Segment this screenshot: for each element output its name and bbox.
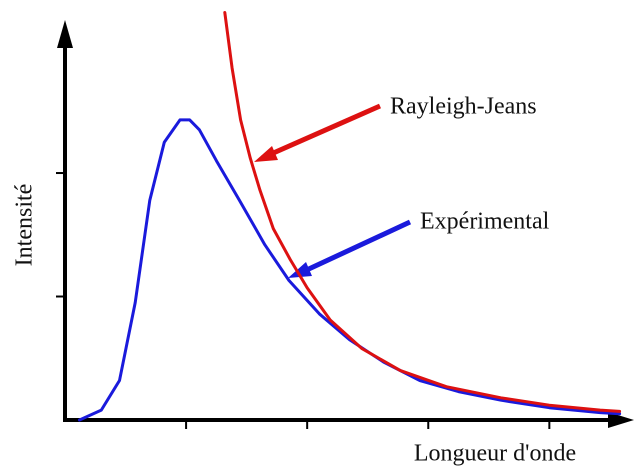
exp-arrow bbox=[296, 219, 412, 277]
rj-label: Rayleigh-Jeans bbox=[390, 94, 537, 120]
exp-arrow-head bbox=[288, 262, 312, 278]
curve bbox=[78, 118, 622, 422]
rj-arrow bbox=[260, 103, 382, 161]
exp-label: Expérimental bbox=[420, 209, 550, 235]
rj-arrow-head bbox=[254, 146, 278, 162]
x-axis-arrow bbox=[608, 412, 634, 428]
y-axis-arrow bbox=[57, 20, 73, 48]
y-axis-label: Intensité bbox=[12, 184, 38, 267]
x-axis-label: Longueur d'onde bbox=[414, 441, 576, 467]
curve bbox=[223, 11, 622, 413]
